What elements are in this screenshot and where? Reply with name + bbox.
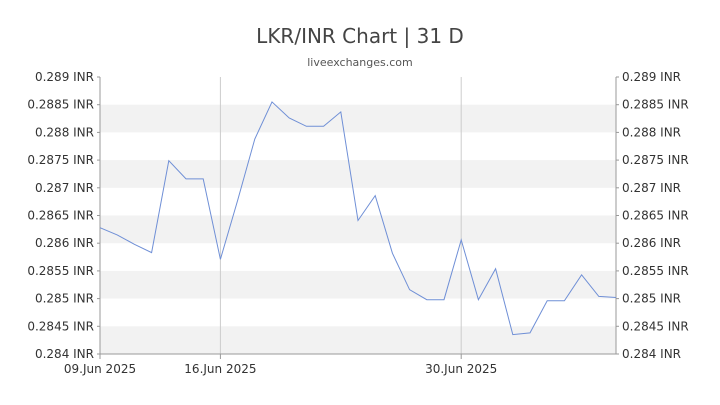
- y-tick-label-right: 0.284 INR: [622, 347, 681, 361]
- y-tick-label-right: 0.288 INR: [622, 125, 681, 139]
- y-tick-label-right: 0.289 INR: [622, 70, 681, 84]
- chart-title: LKR/INR Chart | 31 D: [256, 24, 464, 48]
- y-tick-label-left: 0.2845 INR: [27, 319, 94, 333]
- y-tick-label-left: 0.2865 INR: [27, 209, 94, 223]
- y-tick-label-left: 0.2875 INR: [27, 153, 94, 167]
- y-tick-label-left: 0.284 INR: [35, 347, 94, 361]
- y-tick-label-right: 0.2855 INR: [622, 264, 689, 278]
- y-tick-label-left: 0.2855 INR: [27, 264, 94, 278]
- y-tick-label-right: 0.2885 INR: [622, 98, 689, 112]
- y-tick-label-right: 0.2875 INR: [622, 153, 689, 167]
- y-tick-label-left: 0.288 INR: [35, 125, 94, 139]
- y-tick-label-right: 0.2845 INR: [622, 319, 689, 333]
- grid-band: [100, 326, 616, 354]
- x-tick-label: 16.Jun 2025: [184, 362, 256, 376]
- y-tick-label-right: 0.285 INR: [622, 292, 681, 306]
- grid-band: [100, 104, 616, 133]
- grid-band: [100, 160, 616, 188]
- y-tick-label-right: 0.287 INR: [622, 181, 681, 195]
- series-line: [99, 101, 617, 336]
- y-tick-label-left: 0.286 INR: [35, 236, 94, 250]
- y-tick-label-right: 0.286 INR: [622, 236, 681, 250]
- y-tick-label-right: 0.2865 INR: [622, 209, 689, 223]
- y-tick-label-left: 0.285 INR: [35, 292, 94, 306]
- x-tick-label: 30.Jun 2025: [425, 362, 497, 376]
- chart-subtitle: liveexchanges.com: [307, 56, 413, 69]
- x-tick-label: 09.Jun 2025: [64, 362, 136, 376]
- y-tick-label-left: 0.287 INR: [35, 181, 94, 195]
- y-tick-label-left: 0.289 INR: [35, 70, 94, 84]
- y-tick-label-left: 0.2885 INR: [27, 98, 94, 112]
- grid-band: [100, 270, 616, 299]
